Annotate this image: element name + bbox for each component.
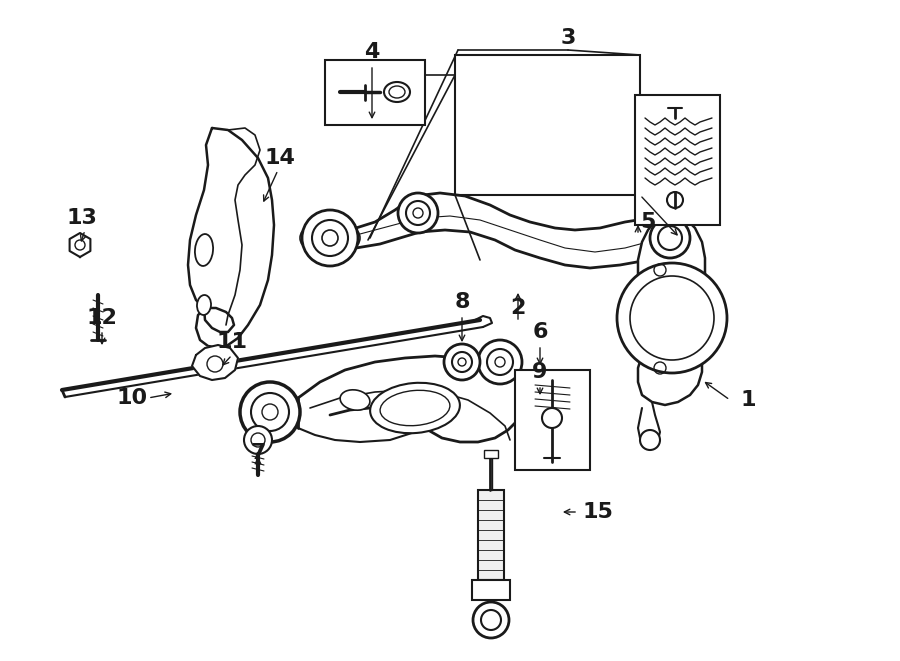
Circle shape xyxy=(444,344,480,380)
Text: 9: 9 xyxy=(532,362,548,382)
Text: 1: 1 xyxy=(740,390,756,410)
Ellipse shape xyxy=(340,390,370,410)
Ellipse shape xyxy=(195,234,213,266)
Text: 6: 6 xyxy=(532,322,548,342)
Text: 8: 8 xyxy=(454,292,470,312)
Text: 3: 3 xyxy=(561,28,576,48)
Text: 5: 5 xyxy=(640,212,656,232)
Polygon shape xyxy=(192,345,238,380)
Text: 12: 12 xyxy=(86,308,117,328)
Circle shape xyxy=(667,192,683,208)
Bar xyxy=(472,580,510,600)
Polygon shape xyxy=(188,128,274,348)
Bar xyxy=(484,450,498,458)
Circle shape xyxy=(640,430,660,450)
Circle shape xyxy=(452,352,472,372)
Text: 13: 13 xyxy=(67,208,97,228)
Circle shape xyxy=(75,240,85,250)
Text: 11: 11 xyxy=(217,332,248,352)
Circle shape xyxy=(302,210,358,266)
Bar xyxy=(455,55,640,195)
Text: 15: 15 xyxy=(582,502,614,522)
Circle shape xyxy=(473,602,509,638)
Bar xyxy=(515,370,590,470)
Circle shape xyxy=(630,276,714,360)
Circle shape xyxy=(481,610,501,630)
Text: 10: 10 xyxy=(116,388,148,408)
Circle shape xyxy=(650,218,690,258)
Bar xyxy=(478,490,504,580)
Circle shape xyxy=(617,263,727,373)
Ellipse shape xyxy=(197,295,211,315)
Circle shape xyxy=(244,426,272,454)
Ellipse shape xyxy=(389,86,405,98)
Text: 2: 2 xyxy=(510,298,526,318)
Text: 14: 14 xyxy=(265,148,295,168)
Text: 4: 4 xyxy=(364,42,380,62)
Circle shape xyxy=(207,356,223,372)
Ellipse shape xyxy=(370,383,460,433)
Circle shape xyxy=(458,358,466,366)
Text: 7: 7 xyxy=(250,443,266,463)
Ellipse shape xyxy=(380,390,450,426)
Ellipse shape xyxy=(384,82,410,102)
Bar xyxy=(325,60,425,125)
Polygon shape xyxy=(69,233,90,257)
Circle shape xyxy=(478,340,522,384)
Circle shape xyxy=(398,193,438,233)
Circle shape xyxy=(240,382,300,442)
Circle shape xyxy=(251,433,265,447)
Bar xyxy=(635,95,720,225)
Polygon shape xyxy=(638,215,705,405)
Circle shape xyxy=(542,408,562,428)
